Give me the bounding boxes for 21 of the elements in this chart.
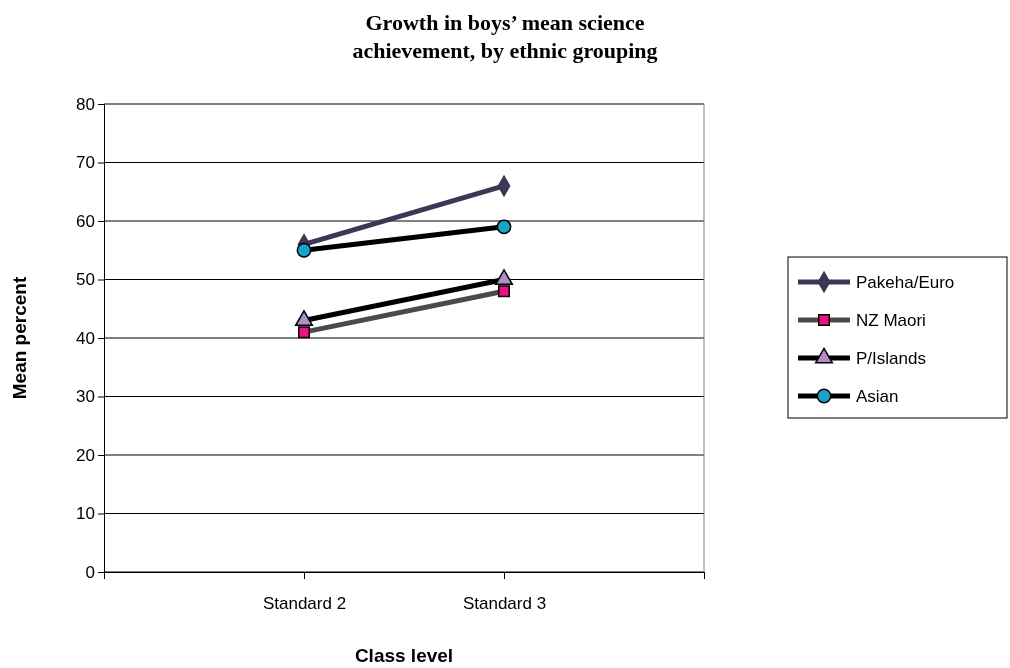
x-tick-label: Standard 2 bbox=[262, 594, 347, 614]
chart-title: Growth in boys’ mean science achievement, by ethnic grouping bbox=[352, 10, 658, 63]
y-tick-label: 50 bbox=[76, 270, 95, 290]
y-tick-label: 10 bbox=[76, 504, 95, 524]
point bbox=[496, 219, 512, 235]
y-tick-label: 70 bbox=[76, 153, 95, 173]
legend-label: P/Islands bbox=[856, 349, 926, 368]
legend-label: Pakeha/Euro bbox=[856, 273, 955, 292]
point bbox=[498, 285, 510, 298]
point bbox=[298, 326, 310, 339]
x-tick-label: Standard 3 bbox=[462, 594, 547, 614]
y-tick-label: 0 bbox=[85, 562, 95, 582]
y-tick-label: 40 bbox=[76, 328, 95, 348]
y-tick-label: 60 bbox=[76, 211, 95, 231]
x-axis-title: Class level bbox=[354, 645, 454, 666]
y-tick-label: 20 bbox=[76, 445, 95, 465]
y-axis-title: Mean percent bbox=[9, 276, 30, 400]
legend-label: NZ Maori bbox=[856, 311, 926, 330]
legend-label: Asian bbox=[856, 387, 899, 406]
y-tick-label: 30 bbox=[76, 387, 95, 407]
y-tick-label: 80 bbox=[76, 94, 95, 114]
